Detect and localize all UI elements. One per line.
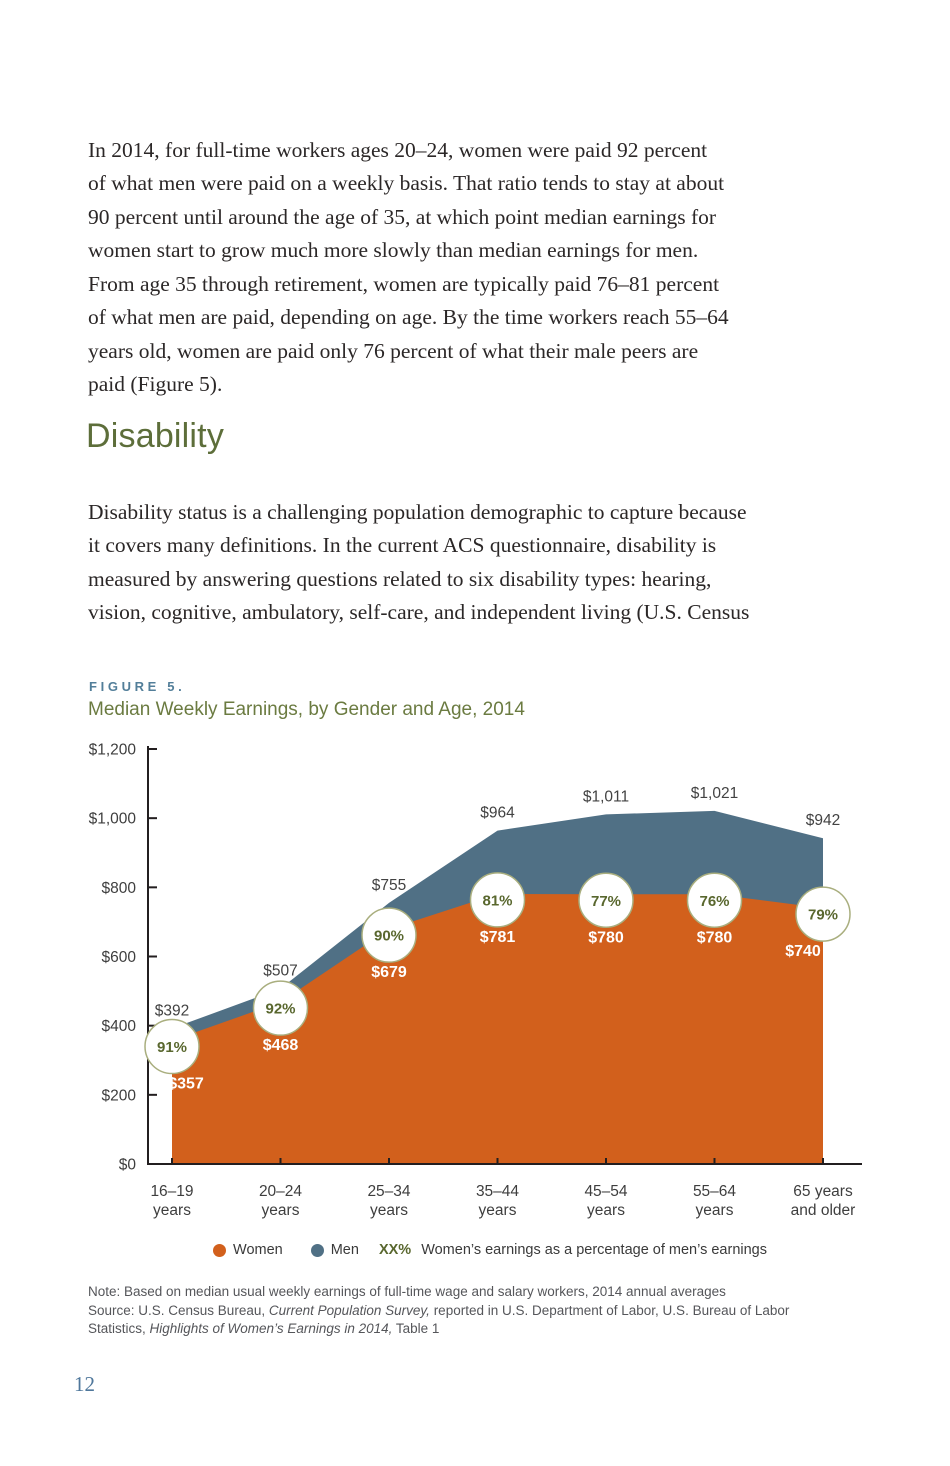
y-tick-label: $1,200: [89, 742, 137, 759]
x-category-label: years: [153, 1202, 191, 1219]
x-category-label: 55–64: [693, 1183, 736, 1200]
ratio-badge: [469, 872, 526, 928]
women-value-label: $679: [371, 964, 407, 981]
ratio-badge: [686, 872, 743, 928]
page-number: 12: [74, 1372, 95, 1396]
figure-title: Median Weekly Earnings, by Gender and Ag…: [88, 699, 525, 720]
men-value-label: $964: [480, 805, 515, 822]
ratio-label: 81%: [482, 892, 512, 909]
x-category-label: and older: [791, 1202, 856, 1219]
men-value-label: $755: [372, 877, 406, 894]
source-line3-prefix: Statistics,: [88, 1321, 150, 1336]
legend-women-label: Women: [233, 1242, 283, 1258]
legend-item-women: Women: [213, 1242, 283, 1258]
men-value-label: $1,011: [583, 788, 629, 805]
men-value-label: $507: [263, 963, 297, 980]
women-area: [172, 893, 823, 1164]
ratio-badge: [578, 872, 634, 928]
ratio-label: 77%: [591, 893, 621, 910]
figure5-chart: $0 $200 $400 $600 $800 $1,000 $1,200 16–19 years…: [89, 742, 862, 1219]
x-category-label: 20–24: [259, 1183, 302, 1200]
men-value-label: $1,021: [691, 785, 738, 802]
ratio-badge: [795, 886, 851, 942]
x-category-label: 35–44: [476, 1183, 519, 1200]
source-middle: reported in U.S. Department of Labor, U.…: [429, 1302, 790, 1318]
y-tick-label: $1,000: [89, 811, 137, 828]
women-value-label: $468: [263, 1037, 299, 1054]
x-category-label: years: [262, 1202, 300, 1219]
x-category-label: years: [696, 1202, 734, 1219]
x-category-label: years: [587, 1202, 625, 1219]
x-category-label: years: [370, 1202, 408, 1219]
ratio-label: 91%: [157, 1039, 187, 1056]
x-category-label: 65 years: [793, 1183, 853, 1200]
y-tick-label: $400: [102, 1018, 137, 1035]
women-value-label: $740: [785, 943, 821, 960]
men-value-label: $392: [155, 1002, 189, 1019]
source-italic-highlights: Highlights of Women’s Earnings in 2014,: [149, 1321, 393, 1336]
source-suffix: Table 1: [392, 1321, 440, 1336]
women-dot-icon: [213, 1243, 227, 1257]
source-prefix: Source: U.S. Census Bureau,: [88, 1302, 269, 1318]
women-value-label: $780: [588, 929, 624, 946]
men-dot-icon: [310, 1243, 324, 1257]
men-value-label: $942: [806, 812, 840, 829]
x-category-label: years: [479, 1202, 517, 1219]
legend-item-men: Men: [310, 1242, 359, 1258]
note-line: Note: Based on median usual weekly earni…: [88, 1284, 726, 1299]
x-category-label: 16–19: [150, 1183, 193, 1200]
x-category-label: 45–54: [584, 1183, 627, 1200]
y-tick-label: $600: [102, 949, 137, 966]
y-tick-label: $800: [102, 880, 137, 897]
ratio-label: 90%: [374, 928, 404, 945]
intro-paragraph: In 2014, for full-time workers ages 20–2…: [88, 137, 729, 397]
ratio-label: 79%: [808, 907, 838, 924]
women-value-label: $357: [168, 1076, 204, 1093]
disability-paragraph: Disability status is a challenging popul…: [88, 499, 750, 625]
source-italic-cps: Current Population Survey,: [268, 1302, 430, 1318]
section-heading-disability: Disability: [86, 417, 225, 455]
y-tick-label: $200: [102, 1087, 137, 1104]
legend-ratio-text: Women’s earnings as a percentage of men’…: [421, 1242, 767, 1258]
y-tick-label: $0: [119, 1157, 137, 1174]
legend-men-label: Men: [330, 1242, 359, 1258]
women-value-label: $780: [697, 929, 733, 946]
ratio-badge: [252, 980, 309, 1036]
women-value-label: $781: [480, 929, 516, 946]
chart-legend: Women Men XX% Women’s earnings as a perc…: [85, 1242, 895, 1258]
figure-note: Note: Based on median usual weekly earni…: [88, 1283, 918, 1339]
ratio-badge: [144, 1018, 200, 1075]
legend-ratio-key: XX%: [378, 1242, 412, 1258]
x-category-label: 25–34: [367, 1183, 410, 1200]
ratio-label: 76%: [699, 893, 729, 910]
ratio-label: 92%: [265, 1001, 295, 1018]
figure-label: FIGURE 5.: [89, 679, 186, 694]
ratio-badge: [361, 907, 417, 963]
